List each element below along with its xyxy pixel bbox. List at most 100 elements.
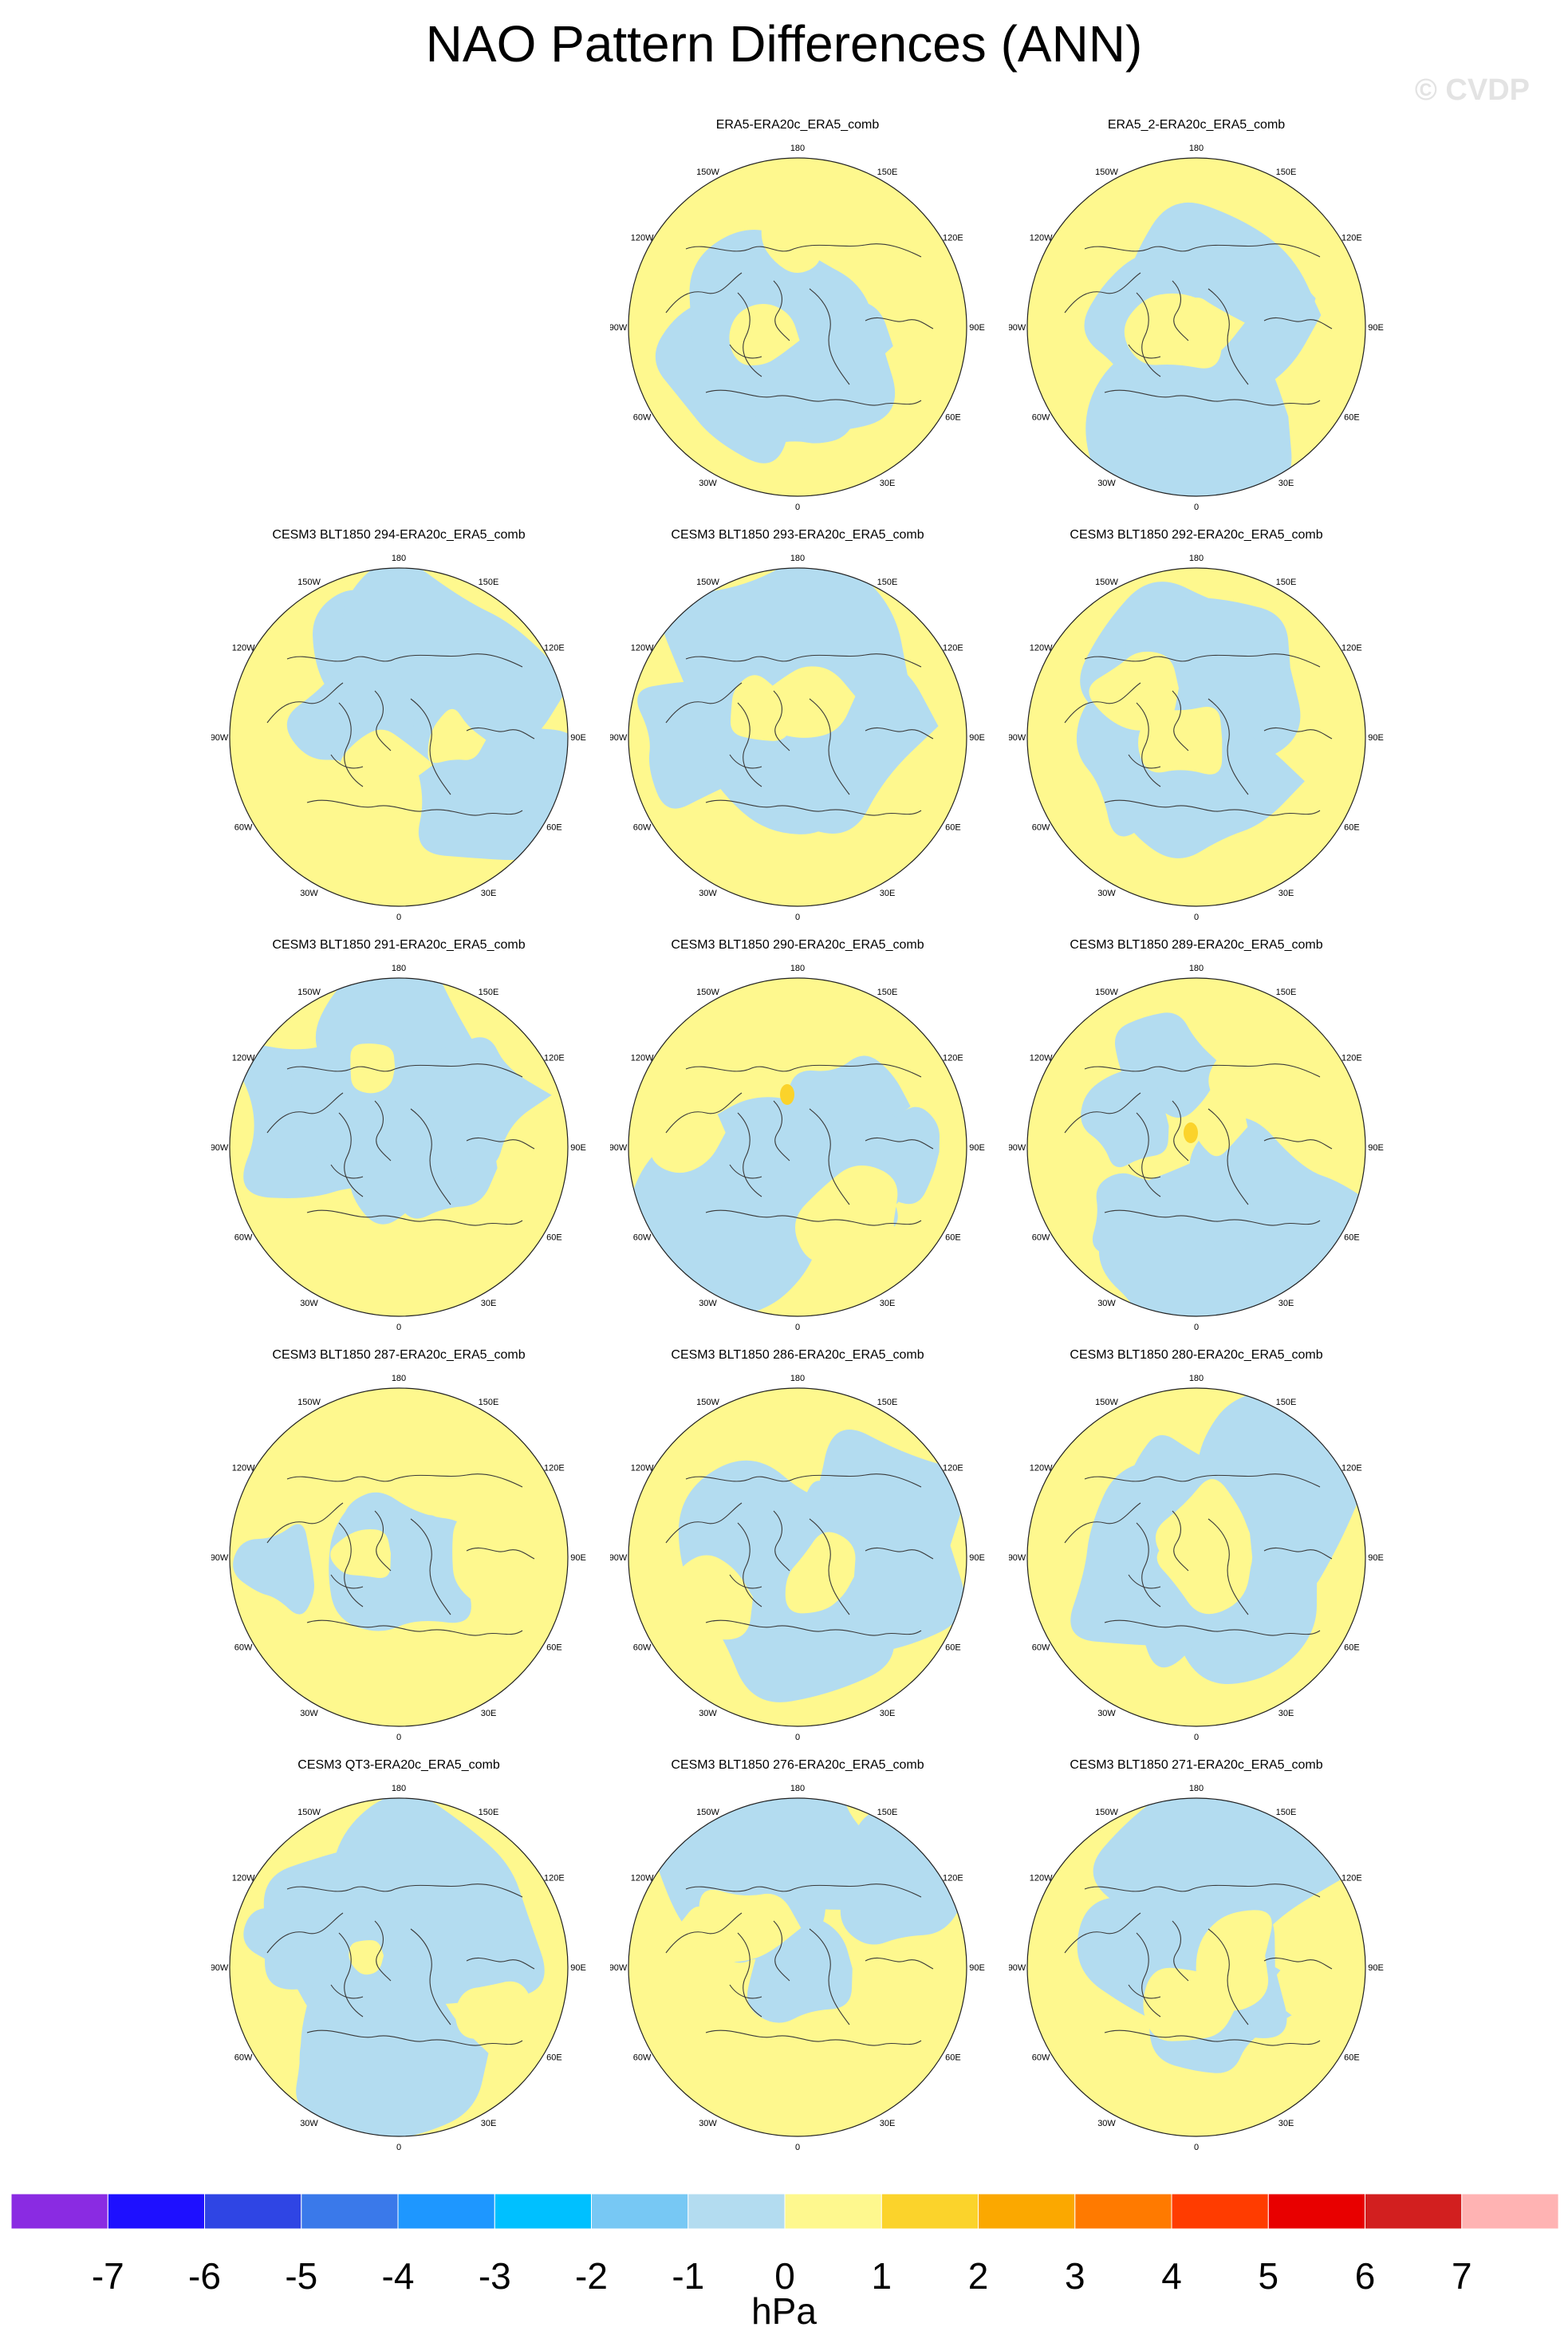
longitude-label: 180 [1189,144,1204,153]
negative-anomaly-region [1168,653,1261,744]
longitude-label: 120E [1341,1464,1362,1473]
longitude-label: 30W [1097,1299,1116,1308]
longitude-label: 180 [1189,964,1204,973]
longitude-label: 0 [795,1323,800,1332]
coastline [1263,317,1333,329]
longitude-label: 150W [297,988,321,997]
longitude-label: 120W [232,1464,255,1473]
positive-anomaly-region [408,1210,487,1276]
map-panel: CESM3 BLT1850 289-ERA20c_ERA5_comb 180 150… [1009,938,1384,1337]
longitude-label: 120W [631,644,654,653]
longitude-label: 60E [1344,2053,1360,2063]
polar-map: 180 150E 120E 90E 60E 30E 0 30W 60W 90W 120W 150W [211,964,586,1332]
colorbar-swatch [1461,2193,1558,2230]
longitude-label: 150W [297,1808,321,1817]
panel-title: CESM3 BLT1850 289-ERA20c_ERA5_comb [1070,938,1323,952]
coastline [825,809,922,816]
longitude-label: 120W [1030,1054,1053,1063]
longitude-label: 120W [232,1054,255,1063]
coastline [1064,272,1141,314]
negative-anomaly-region [349,1098,473,1225]
negative-anomaly-region [329,1492,471,1631]
longitude-label: 0 [1194,2143,1199,2152]
panel-title: CESM3 BLT1850 287-ERA20c_ERA5_comb [272,1348,526,1362]
longitude-label: 120E [1341,644,1362,653]
longitude-label: 90W [1009,1143,1026,1153]
map-border [628,977,967,1317]
colorbar-swatch [11,2193,108,2230]
colorbar-swatch [687,2193,786,2230]
longitude-label: 150W [696,1808,719,1817]
polar-map: 180 150E 120E 90E 60E 30E 0 30W 60W 90W 120W 150W [610,554,985,922]
colorbar-tick-label: 7 [1452,2255,1472,2297]
longitude-label: 90E [570,1963,586,1973]
longitude-label: 120E [544,644,565,653]
longitude-label: 60E [546,1643,562,1653]
colorbar-tick-label: -2 [575,2255,608,2297]
positive-anomaly-region [1143,1967,1238,2041]
coastline [1192,243,1321,258]
longitude-label: 120W [1030,1874,1053,1883]
longitude-label: 150E [877,1808,898,1817]
longitude-label: 90E [570,1553,586,1563]
longitude-label: 120E [544,1054,565,1063]
negative-anomaly-region [1218,1441,1357,1564]
coastline [1223,2039,1321,2046]
coastline [665,272,743,314]
panel-title: CESM3 BLT1850 286-ERA20c_ERA5_comb [671,1348,924,1362]
longitude-label: 60W [1032,413,1050,423]
longitude-label: 180 [790,964,805,973]
positive-anomaly-region [699,1889,802,1962]
longitude-label: 90W [211,1963,229,1973]
colorbar-swatch [301,2193,399,2230]
positive-anomaly-region [730,675,794,741]
longitude-label: 0 [795,1733,800,1742]
coastline [410,698,451,795]
coastline [1208,1928,1249,2025]
coastline [1128,1574,1161,1589]
longitude-label: 90W [610,733,628,743]
longitude-label: 30E [481,889,497,898]
coastline [793,653,922,668]
longitude-label: 60E [1344,413,1360,423]
longitude-label: 60E [945,823,961,833]
coastline [338,1522,364,1607]
colorbar-tick-label: -6 [188,2255,221,2297]
coastline [1136,702,1161,787]
coastline [426,1219,523,1226]
longitude-label: 120E [943,1464,963,1473]
coastline [1208,698,1249,795]
positive-anomaly-region [1194,1102,1248,1157]
colorbar-swatch [494,2193,593,2230]
longitude-label: 150W [696,578,719,587]
coastline [1136,1522,1161,1607]
coastline [1104,389,1225,402]
longitude-label: 60W [633,1233,652,1243]
longitude-label: 0 [396,913,401,922]
coastline [1136,1112,1161,1197]
coastline [1128,1984,1161,1999]
polar-map: 180 150E 120E 90E 60E 30E 0 30W 60W 90W 120W 150W [610,144,985,512]
coastline [266,1502,344,1544]
map-border [229,977,569,1317]
coastline [1084,1886,1193,1892]
longitude-label: 60E [546,1233,562,1243]
coastline [1084,656,1193,662]
longitude-label: 150E [479,988,499,997]
colorbar-swatch [1171,2193,1269,2230]
coastline [865,1957,934,1970]
longitude-label: 150W [696,988,719,997]
colorbar-swatch [1074,2193,1172,2230]
longitude-label: 180 [790,1374,805,1383]
coastline [825,1219,922,1226]
coastline [466,727,535,740]
longitude-label: 120W [1030,234,1053,243]
colorbar-tick-label: 3 [1065,2255,1085,2297]
longitude-label: 90E [570,733,586,743]
longitude-label: 180 [790,1784,805,1793]
longitude-label: 120E [943,1874,963,1883]
coastline [729,754,762,769]
coastline [374,1100,392,1162]
coastline [825,399,922,406]
coastline [737,292,762,377]
